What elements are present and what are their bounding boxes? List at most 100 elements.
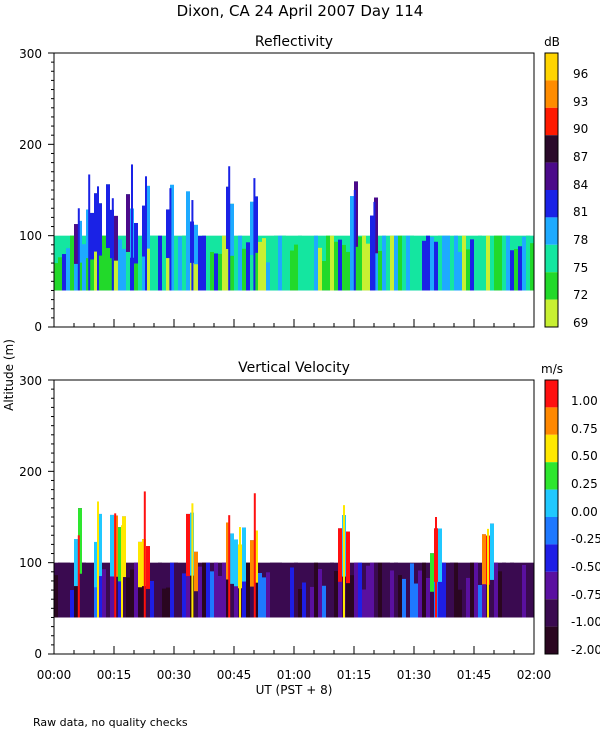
echo-column [326, 235, 330, 291]
plume-mark [131, 164, 133, 291]
plume-streak [74, 224, 78, 264]
echo-column [154, 235, 158, 291]
echo-column [202, 562, 206, 618]
plume-streak [78, 220, 82, 263]
xtick-label: 01:45 [457, 668, 492, 682]
footnote: Raw data, no quality checks [33, 716, 188, 729]
xtick-label: 01:15 [337, 668, 372, 682]
ytick-label: 300 [19, 374, 42, 388]
echo-column [454, 235, 458, 291]
echo-column [330, 235, 334, 291]
colorbar-swatch [545, 462, 558, 490]
echo-column [258, 241, 262, 291]
echo-column [334, 241, 338, 291]
plume-mark [169, 188, 172, 291]
echo-column [350, 575, 354, 618]
colorbar-reflectivity [544, 52, 559, 328]
xtick-label: 00:15 [97, 668, 132, 682]
echo-column [182, 235, 186, 291]
colorbar-label: 69 [573, 316, 588, 330]
echo-column [302, 582, 306, 618]
echo-column [438, 235, 442, 291]
plume-streak [106, 184, 110, 249]
echo-column [354, 562, 358, 618]
colorbar-swatch [545, 162, 558, 190]
echo-column [54, 575, 58, 618]
echo-column [502, 235, 506, 291]
echo-column [450, 245, 454, 291]
plume-mark [145, 176, 147, 291]
plume-mark [343, 505, 345, 618]
echo-column [278, 235, 282, 291]
echo-column [494, 235, 498, 291]
echo-column [526, 564, 530, 618]
echo-column [258, 572, 262, 618]
echo-column [310, 257, 314, 291]
echo-column [530, 243, 534, 291]
echo-column [322, 261, 326, 291]
plume-mark [191, 503, 194, 618]
echo-column [106, 582, 110, 618]
ytick-label: 300 [19, 47, 42, 61]
echo-column [122, 248, 126, 291]
echo-column [242, 248, 246, 291]
plume-mark [111, 198, 114, 291]
plume-streak [226, 186, 230, 249]
plume-mark [253, 493, 256, 618]
colorbar-swatch [545, 517, 558, 545]
colorbar-unit-vertical-velocity: m/s [541, 362, 563, 376]
colorbar-swatch [545, 380, 558, 408]
plume-streak [114, 215, 118, 261]
echo-column [174, 562, 178, 618]
echo-column [526, 235, 530, 291]
plume-streak [346, 531, 350, 584]
echo-column [514, 249, 518, 291]
echo-column [386, 562, 390, 618]
echo-column [66, 248, 70, 291]
echo-column [322, 585, 326, 618]
echo-column [366, 243, 370, 291]
plume-streak [438, 528, 442, 582]
colorbar-swatch [545, 217, 558, 245]
panel-vertical-velocity: Vertical Velocity m/s 0 100 200 300 1.00… [19, 360, 600, 661]
plume-mark [487, 528, 489, 618]
colorbar-label: 0.75 [571, 422, 598, 436]
colorbar-label: 72 [573, 288, 588, 302]
echo-column [362, 235, 366, 291]
colorbar-label: -2.00 [571, 643, 600, 657]
echo-column [70, 590, 74, 618]
echo-column [402, 578, 406, 618]
plume-streak [138, 541, 142, 588]
colorbar-label: 1.00 [571, 394, 598, 408]
echo-column [502, 562, 506, 618]
echo-column [206, 238, 210, 291]
plume-streak [350, 196, 354, 253]
echo-column [398, 235, 402, 291]
colorbar-label: 90 [573, 122, 588, 136]
echo-column [406, 235, 410, 291]
plume-streak [78, 508, 82, 574]
colorbar-label: -0.50 [571, 560, 600, 574]
colorbar-label: 93 [573, 95, 588, 109]
echo-column [394, 235, 398, 291]
plume-mark [97, 186, 99, 291]
echo-column [130, 569, 134, 618]
plume-streak [170, 184, 174, 249]
axis-ticks-vertical-velocity [48, 379, 535, 655]
echo-column [62, 254, 66, 291]
echo-column [262, 577, 266, 618]
echo-column [290, 250, 294, 291]
plume-mark [121, 525, 123, 618]
echo-column [198, 566, 202, 618]
echo-column [298, 589, 302, 618]
colorbar-label: 96 [573, 67, 588, 81]
echo-column [278, 562, 282, 618]
panel-title-vertical-velocity: Vertical Velocity [238, 360, 350, 376]
plume-streak [186, 513, 190, 577]
echo-column [446, 235, 450, 291]
plume-mark [143, 491, 146, 618]
plume-streak [234, 539, 238, 587]
echo-column [306, 570, 310, 618]
echo-column [506, 585, 510, 618]
